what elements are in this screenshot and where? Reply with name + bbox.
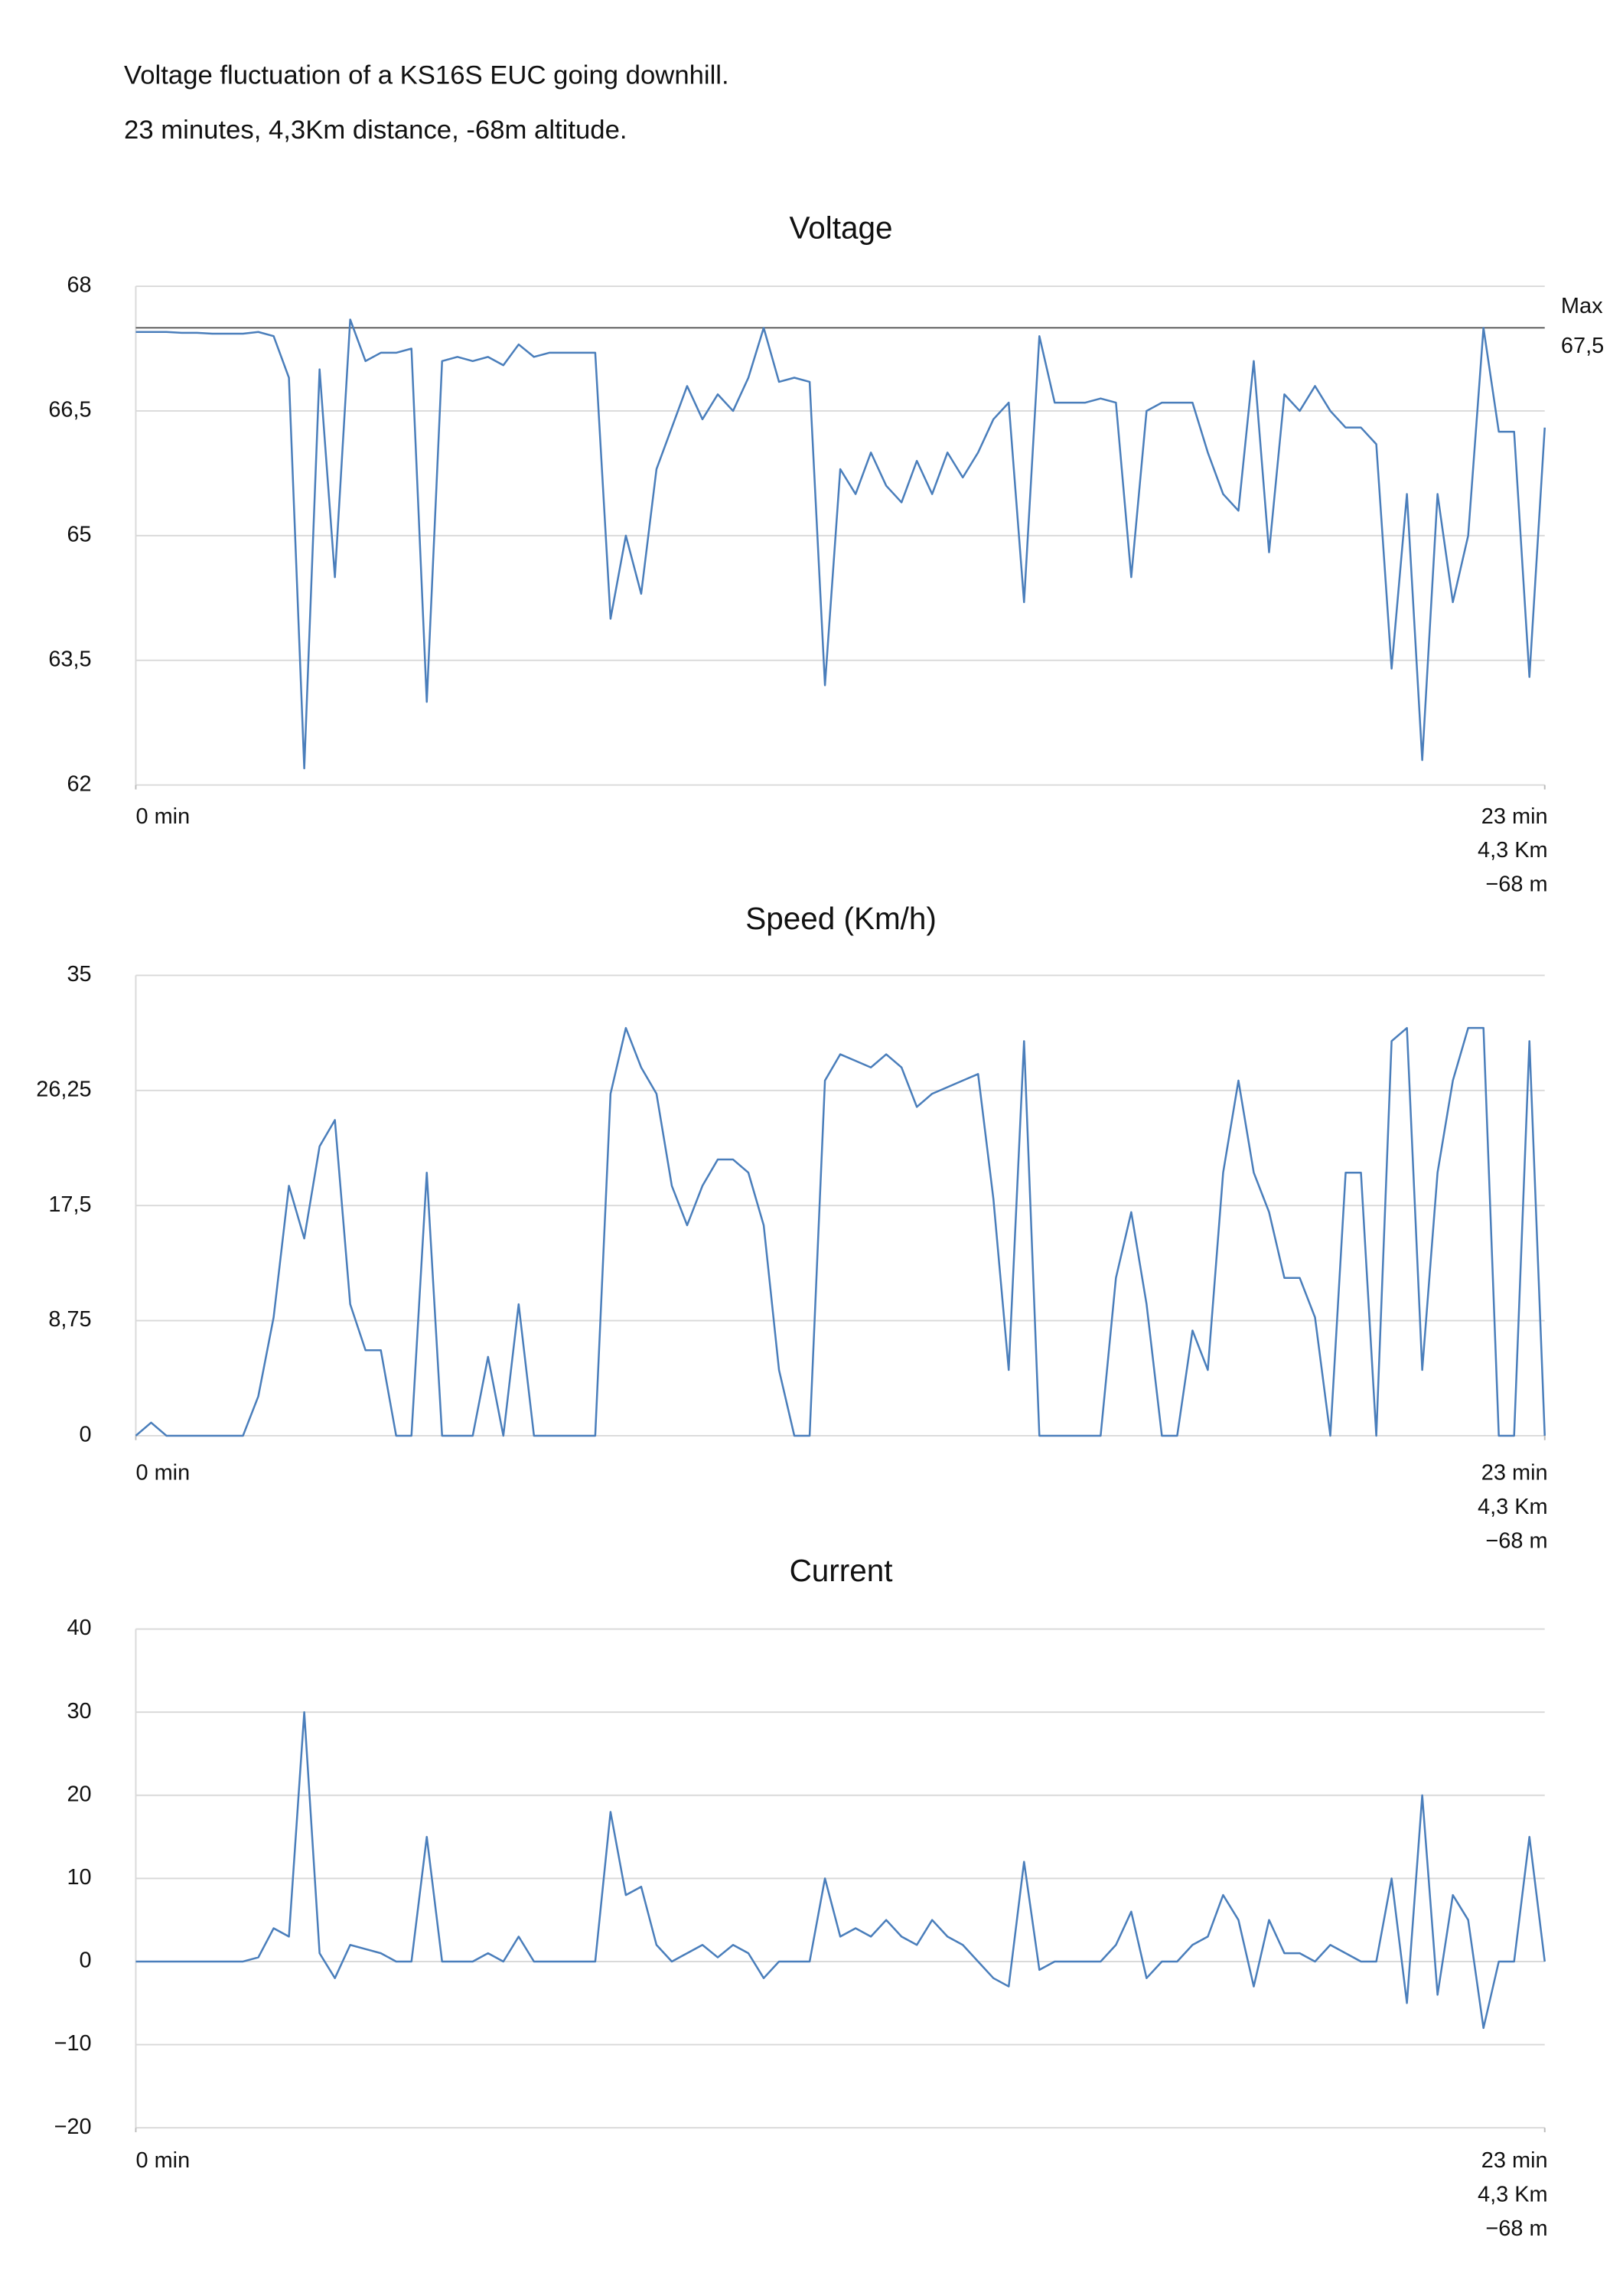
- chart-title: Voltage: [790, 210, 893, 245]
- chart-title: Speed (Km/h): [745, 901, 937, 936]
- y-tick-label: 0: [80, 1423, 92, 1447]
- x-tick-label: 0 min: [135, 1461, 190, 1486]
- chart-title: Current: [790, 1553, 893, 1588]
- x-tick-label: 23 min: [1481, 804, 1548, 829]
- header-line: Voltage fluctuation of a KS16S EUC going…: [124, 60, 729, 90]
- y-tick-label: −20: [54, 2115, 92, 2139]
- x-end-label: 4,3 Km: [1478, 838, 1548, 863]
- x-end-label: 4,3 Km: [1478, 2183, 1548, 2207]
- x-end-label: 4,3 Km: [1478, 1495, 1548, 1519]
- y-tick-label: 10: [67, 1865, 91, 1890]
- x-tick-label: 23 min: [1481, 2148, 1548, 2173]
- y-tick-label: 8,75: [48, 1307, 91, 1332]
- y-tick-label: 30: [67, 1699, 91, 1724]
- header-line: 23 minutes, 4,3Km distance, -68m altitud…: [124, 116, 627, 145]
- reference-value-label: 67,5: [1561, 334, 1604, 358]
- x-end-label: −68 m: [1485, 1528, 1547, 1553]
- y-tick-label: −10: [54, 2031, 92, 2056]
- y-tick-label: 66,5: [48, 398, 91, 422]
- y-tick-label: 0: [80, 1949, 92, 1973]
- y-tick-label: 68: [67, 273, 91, 298]
- data-line: [135, 1026, 1546, 1437]
- y-tick-label: 63,5: [48, 647, 91, 671]
- y-tick-label: 65: [67, 523, 91, 547]
- y-tick-label: 62: [67, 771, 91, 796]
- y-tick-label: 35: [67, 962, 91, 987]
- y-tick-label: 17,5: [48, 1192, 91, 1217]
- y-tick-label: 40: [67, 1616, 91, 1640]
- reference-label: Max: [1561, 294, 1603, 318]
- data-line: [135, 318, 1546, 770]
- x-end-label: −68 m: [1485, 872, 1547, 896]
- y-tick-label: 20: [67, 1782, 91, 1806]
- y-tick-label: 26,25: [36, 1077, 91, 1101]
- x-end-label: −68 m: [1485, 2216, 1547, 2241]
- x-tick-label: 0 min: [135, 2148, 190, 2173]
- data-line: [135, 1711, 1546, 2030]
- x-tick-label: 0 min: [135, 804, 190, 829]
- x-tick-label: 23 min: [1481, 1461, 1548, 1486]
